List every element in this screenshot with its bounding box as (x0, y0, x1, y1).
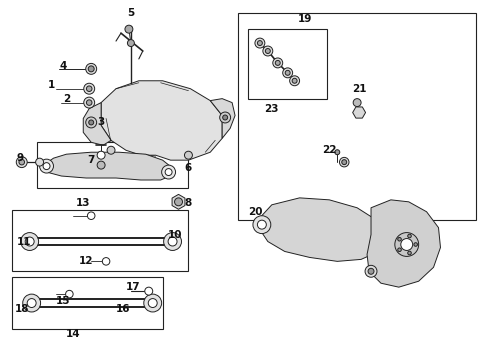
Circle shape (340, 157, 349, 167)
Bar (12, 210, 189, 271)
Circle shape (222, 115, 228, 120)
Circle shape (398, 238, 401, 241)
Circle shape (184, 151, 193, 159)
Circle shape (97, 161, 105, 169)
Circle shape (395, 233, 418, 256)
Text: 11: 11 (17, 237, 31, 247)
Polygon shape (44, 152, 172, 180)
Text: 20: 20 (247, 207, 262, 217)
Circle shape (273, 58, 283, 68)
Circle shape (414, 243, 417, 246)
Circle shape (368, 268, 374, 274)
Circle shape (398, 248, 401, 252)
Text: 12: 12 (79, 256, 94, 266)
Circle shape (87, 212, 95, 220)
Circle shape (342, 159, 347, 165)
Circle shape (86, 117, 97, 128)
Circle shape (16, 157, 27, 168)
Text: 23: 23 (265, 104, 279, 113)
Circle shape (335, 150, 340, 155)
Text: 14: 14 (66, 329, 81, 339)
Text: 5: 5 (127, 8, 135, 18)
Polygon shape (367, 200, 441, 287)
Text: 21: 21 (352, 84, 367, 94)
Text: 13: 13 (76, 198, 91, 208)
Circle shape (125, 25, 133, 33)
Circle shape (220, 112, 231, 123)
Circle shape (97, 151, 105, 159)
Bar (37, 142, 189, 188)
Circle shape (174, 198, 182, 206)
Text: 9: 9 (16, 153, 24, 163)
Text: 16: 16 (116, 304, 130, 314)
Circle shape (84, 97, 95, 108)
Text: 22: 22 (322, 145, 337, 155)
Text: 8: 8 (185, 198, 192, 208)
Circle shape (255, 38, 265, 48)
Circle shape (89, 120, 94, 125)
Text: 2: 2 (63, 94, 70, 104)
Circle shape (285, 70, 290, 75)
Circle shape (127, 40, 134, 46)
Text: 3: 3 (98, 117, 105, 127)
Circle shape (162, 165, 175, 179)
Polygon shape (101, 81, 222, 160)
Polygon shape (260, 198, 387, 261)
Text: 7: 7 (88, 155, 95, 165)
Circle shape (266, 49, 270, 54)
Circle shape (257, 220, 267, 229)
Circle shape (27, 298, 36, 307)
Circle shape (257, 41, 262, 46)
Circle shape (66, 291, 73, 298)
Circle shape (165, 168, 172, 176)
Circle shape (36, 158, 44, 166)
Circle shape (107, 146, 115, 154)
Text: 10: 10 (168, 230, 183, 239)
Circle shape (290, 76, 299, 86)
Circle shape (365, 265, 377, 277)
Circle shape (164, 233, 181, 251)
Circle shape (84, 83, 95, 94)
Circle shape (145, 287, 153, 295)
Circle shape (40, 159, 53, 173)
Circle shape (408, 251, 411, 255)
Circle shape (292, 78, 297, 83)
Circle shape (283, 68, 293, 78)
Circle shape (86, 100, 92, 105)
Circle shape (25, 237, 34, 246)
Circle shape (168, 237, 177, 246)
Bar (238, 13, 476, 220)
Text: 15: 15 (56, 296, 71, 306)
Polygon shape (210, 99, 235, 138)
Circle shape (275, 60, 280, 66)
Circle shape (86, 63, 97, 74)
Circle shape (263, 46, 273, 56)
Circle shape (43, 163, 50, 170)
Circle shape (144, 294, 162, 312)
Text: 1: 1 (48, 80, 55, 90)
Circle shape (148, 298, 157, 307)
Polygon shape (83, 103, 111, 145)
Bar (248, 29, 327, 99)
Circle shape (19, 159, 24, 165)
Bar (12, 277, 163, 329)
Circle shape (86, 86, 92, 91)
Text: 19: 19 (297, 14, 312, 24)
Circle shape (408, 234, 411, 238)
Circle shape (102, 258, 110, 265)
Text: 18: 18 (15, 304, 29, 314)
Circle shape (88, 66, 94, 72)
Text: 17: 17 (125, 282, 140, 292)
Circle shape (353, 99, 361, 107)
Circle shape (23, 294, 41, 312)
Text: 6: 6 (185, 163, 192, 173)
Circle shape (253, 216, 271, 234)
Text: 4: 4 (60, 61, 67, 71)
Circle shape (401, 239, 413, 251)
Circle shape (21, 233, 39, 251)
